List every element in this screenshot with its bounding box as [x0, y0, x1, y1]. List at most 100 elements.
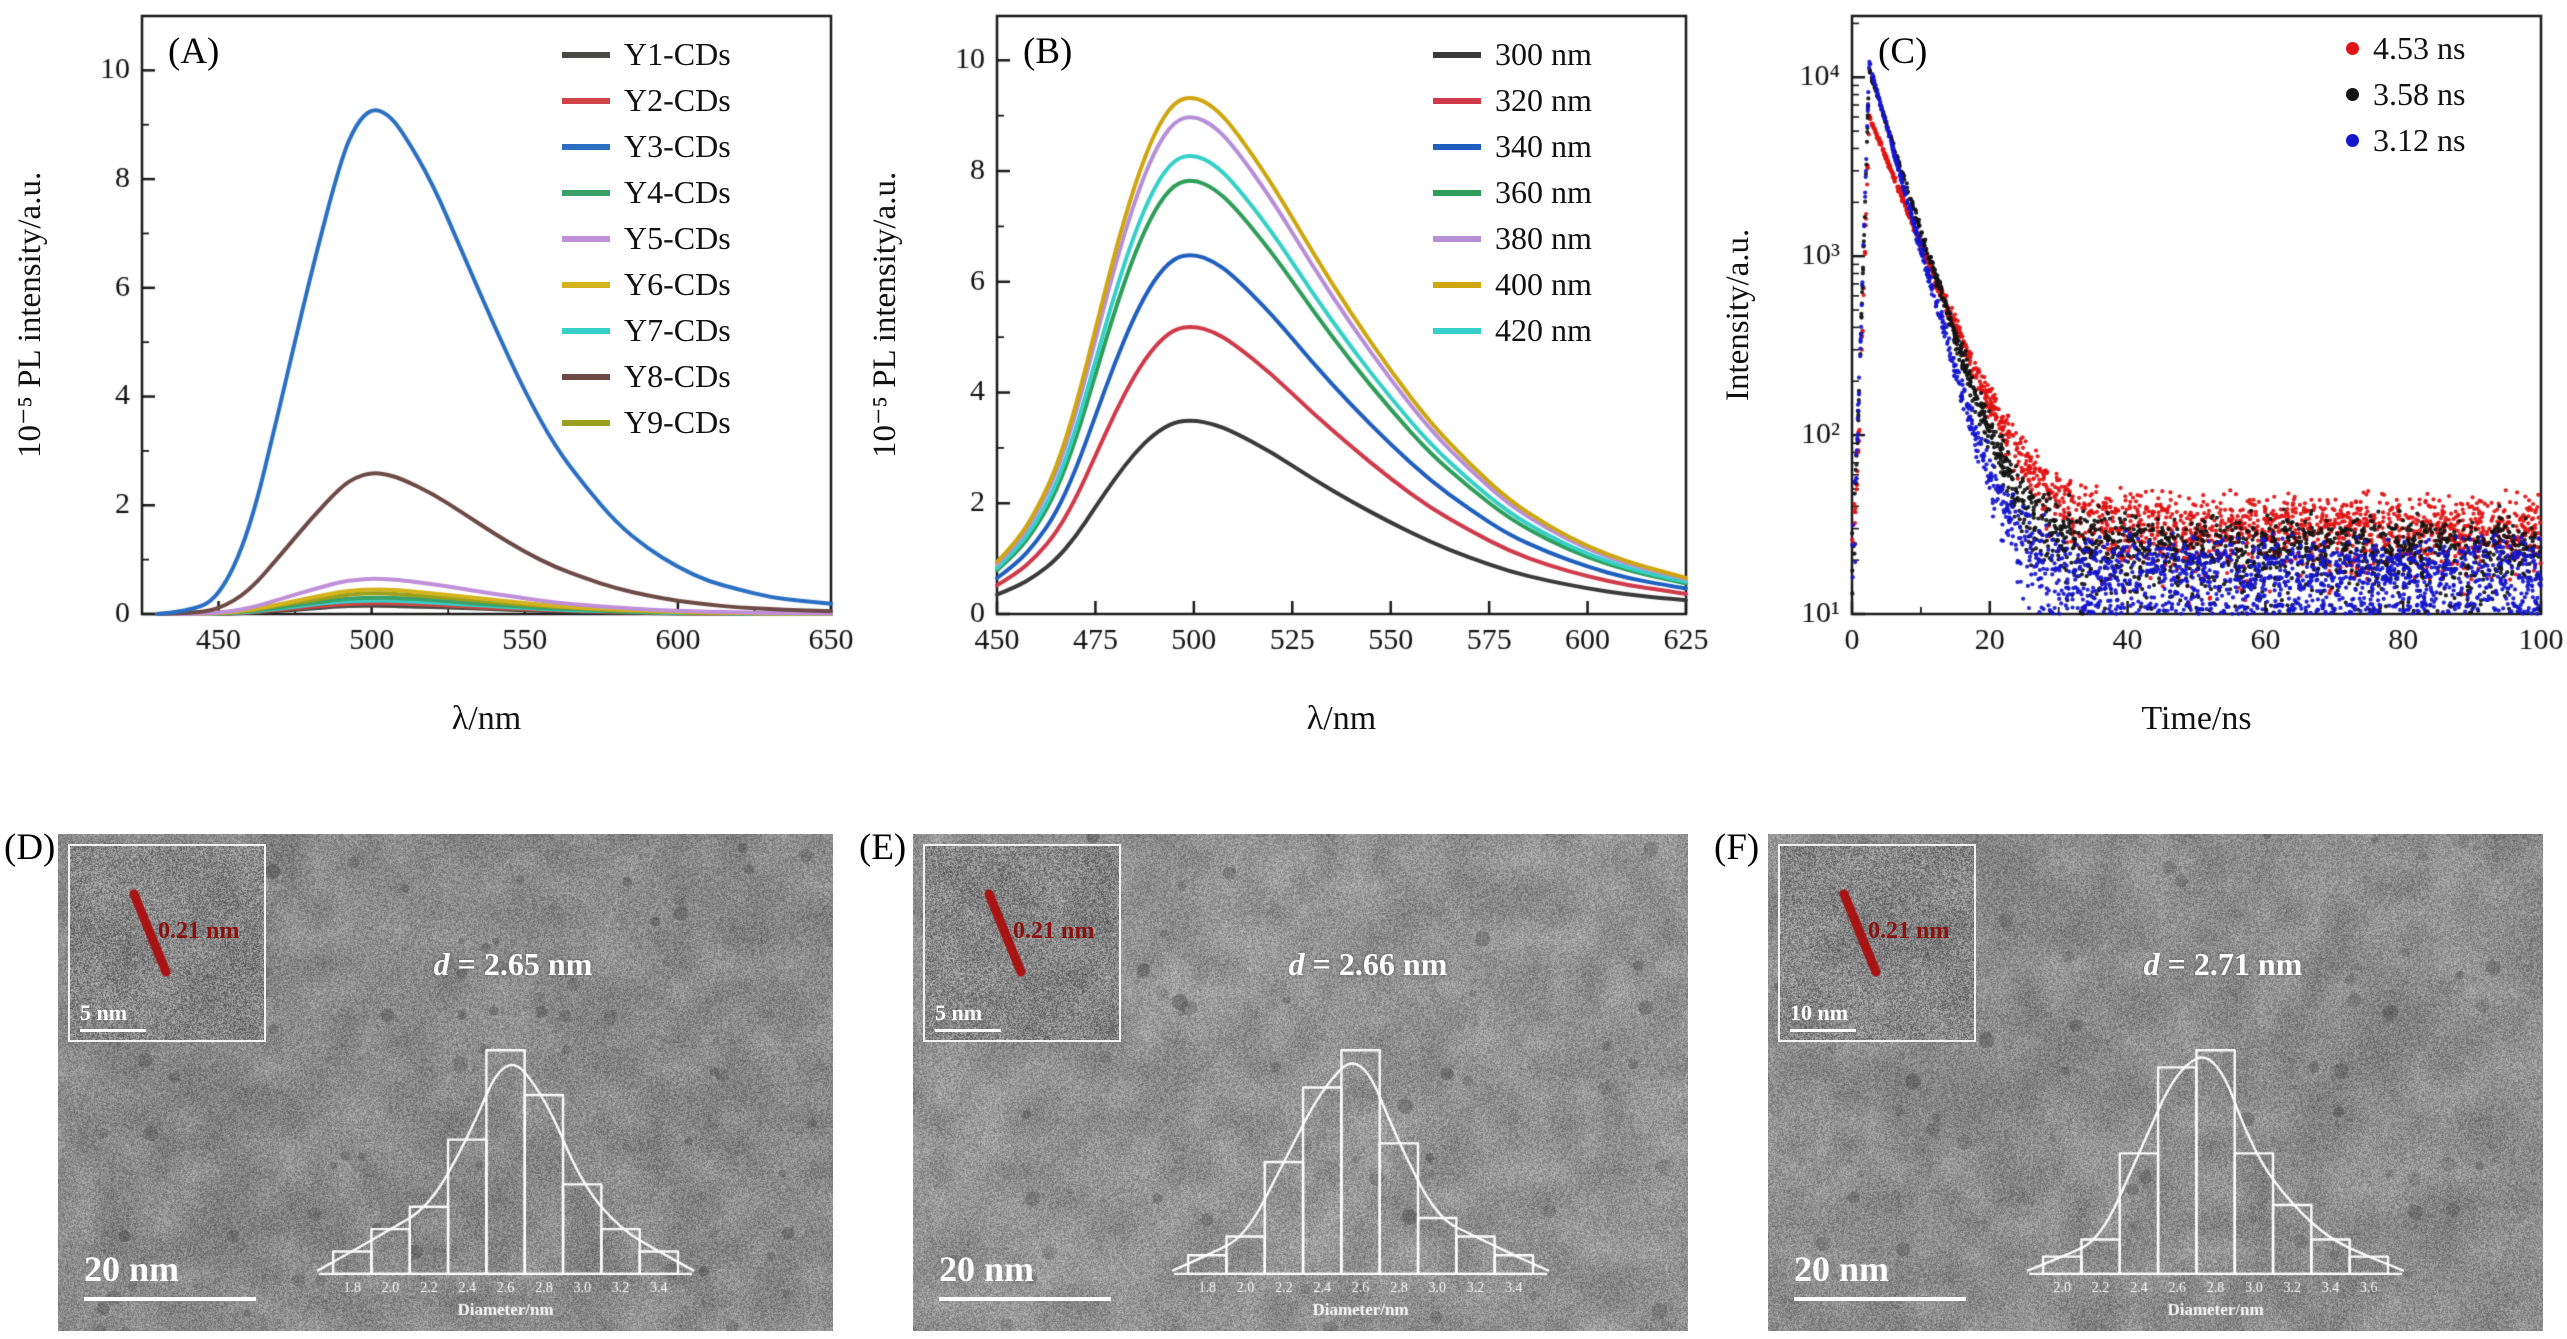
chart-A-x-axis-label: λ/nm	[451, 700, 522, 737]
scale-bar-line	[84, 1297, 256, 1301]
legend-label: Y6-CDs	[624, 266, 731, 302]
chart-C-legend: 4.53 ns 3.58 ns 3.12 ns	[2346, 30, 2465, 159]
legend-item-3.58-ns: 3.58 ns	[2346, 76, 2465, 113]
scale-bar-label: 20 nm	[84, 1249, 180, 1289]
legend-label: Y3-CDs	[624, 128, 731, 164]
legend-item-300-nm: 300 nm	[1433, 36, 1592, 73]
scale-bar-D: 20 nm	[84, 1248, 256, 1301]
legend-line-swatch	[1433, 235, 1481, 242]
chart-B-legend: 300 nm 320 nm 340 nm 360 nm 380 nm 400 nm 420 …	[1433, 36, 1592, 349]
chart-C-y-axis-label: Intensity/a.u.	[1720, 228, 1756, 402]
inset-scale-bar: 5 nm	[80, 1000, 146, 1032]
legend-item-Y3-CDs: Y3-CDs	[562, 128, 731, 165]
d-symbol: d	[2143, 946, 2160, 982]
legend-item-420-nm: 420 nm	[1433, 312, 1592, 349]
legend-line-swatch	[1433, 281, 1481, 288]
legend-label: 420 nm	[1495, 312, 1592, 348]
panel-F-letter: (F)	[1714, 827, 1760, 868]
inset-scale-bar-line	[935, 1029, 1001, 1032]
scale-bar-line	[939, 1297, 1111, 1301]
hrtem-inset-F: 0.21 nm 10 nm	[1778, 844, 1976, 1042]
legend-label: 340 nm	[1495, 128, 1592, 164]
legend-dot-swatch	[2346, 134, 2359, 147]
chart-C-x-axis-label: Time/ns	[2141, 700, 2252, 737]
legend-line-swatch	[1433, 97, 1481, 104]
legend-item-3.12-ns: 3.12 ns	[2346, 122, 2465, 159]
legend-label: Y2-CDs	[624, 82, 731, 118]
excitation-dependent-chart-B	[855, 0, 1710, 690]
hrtem-inset-image-E	[925, 846, 1119, 1040]
tem-row: (D) 0.21 nm 5 nm 20 nm d = 2.65 nm	[0, 824, 2567, 1339]
legend-label: 360 nm	[1495, 174, 1592, 210]
panel-D-letter: (D)	[4, 827, 56, 868]
inset-scale-bar-line	[1790, 1029, 1856, 1032]
scale-bar-label: 20 nm	[939, 1249, 1035, 1289]
d-value: = 2.71 nm	[2167, 946, 2303, 982]
panel-C: (C) Intensity/a.u. Time/ns 4.53 ns 3.58 n…	[1710, 0, 2565, 800]
legend-label: 3.12 ns	[2373, 122, 2466, 158]
legend-item-Y5-CDs: Y5-CDs	[562, 220, 731, 257]
panel-F: (F) 0.21 nm 10 nm 20 nm d = 2.71 nm	[1710, 824, 2565, 1339]
panel-B: (B) 10⁻⁵ PL intensity/a.u. λ/nm 300 nm 32…	[855, 0, 1710, 800]
chart-B-y-axis-label: 10⁻⁵ PL intensity/a.u.	[867, 171, 903, 459]
tem-image-D: 0.21 nm 5 nm 20 nm d = 2.65 nm	[58, 834, 833, 1331]
legend-line-swatch	[1433, 143, 1481, 150]
legend-item-360-nm: 360 nm	[1433, 174, 1592, 211]
legend-item-Y2-CDs: Y2-CDs	[562, 82, 731, 119]
inset-scale-bar-line	[80, 1029, 146, 1032]
panel-C-letter: (C)	[1878, 31, 1928, 72]
legend-line-swatch	[562, 189, 610, 196]
d-value: = 2.66 nm	[1312, 946, 1448, 982]
inset-scale-label: 5 nm	[80, 1000, 128, 1025]
legend-item-Y6-CDs: Y6-CDs	[562, 266, 731, 303]
panel-D: (D) 0.21 nm 5 nm 20 nm d = 2.65 nm	[0, 824, 855, 1339]
chart-A-y-axis-label: 10⁻⁵ PL intensity/a.u.	[12, 171, 48, 459]
lattice-spacing-label: 0.21 nm	[158, 918, 240, 944]
panel-B-letter: (B)	[1023, 31, 1073, 72]
panel-E: (E) 0.21 nm 5 nm 20 nm d = 2.66 nm	[855, 824, 1710, 1339]
legend-line-swatch	[562, 373, 610, 380]
legend-label: 400 nm	[1495, 266, 1592, 302]
hrtem-inset-D: 0.21 nm 5 nm	[68, 844, 266, 1042]
d-symbol: d	[433, 946, 450, 982]
lifetime-decay-chart-C	[1710, 0, 2565, 690]
legend-line-swatch	[1433, 51, 1481, 58]
tem-image-F: 0.21 nm 10 nm 20 nm d = 2.71 nm	[1768, 834, 2543, 1331]
legend-label: Y9-CDs	[624, 404, 731, 440]
legend-item-340-nm: 340 nm	[1433, 128, 1592, 165]
legend-item-320-nm: 320 nm	[1433, 82, 1592, 119]
legend-line-swatch	[562, 327, 610, 334]
legend-label: Y7-CDs	[624, 312, 731, 348]
panel-E-letter: (E)	[859, 827, 907, 868]
charts-row: (A) 10⁻⁵ PL intensity/a.u. λ/nm Y1-CDs Y2…	[0, 0, 2565, 800]
legend-label: 3.58 ns	[2373, 76, 2466, 112]
inset-scale-label: 5 nm	[935, 1000, 983, 1025]
legend-label: 380 nm	[1495, 220, 1592, 256]
chart-A-legend: Y1-CDs Y2-CDs Y3-CDs Y4-CDs Y5-CDs Y6-CDs Y7-C…	[562, 36, 731, 441]
legend-item-Y4-CDs: Y4-CDs	[562, 174, 731, 211]
legend-line-swatch	[562, 235, 610, 242]
legend-item-Y9-CDs: Y9-CDs	[562, 404, 731, 441]
legend-label: Y8-CDs	[624, 358, 731, 394]
legend-label: 4.53 ns	[2373, 30, 2466, 66]
legend-label: Y4-CDs	[624, 174, 731, 210]
legend-item-Y7-CDs: Y7-CDs	[562, 312, 731, 349]
legend-line-swatch	[562, 281, 610, 288]
legend-line-swatch	[562, 51, 610, 58]
lattice-spacing-label: 0.21 nm	[1013, 918, 1095, 944]
legend-label: 320 nm	[1495, 82, 1592, 118]
legend-item-4.53-ns: 4.53 ns	[2346, 30, 2465, 67]
hrtem-inset-image-F	[1780, 846, 1974, 1040]
legend-line-swatch	[1433, 327, 1481, 334]
tem-image-E: 0.21 nm 5 nm 20 nm d = 2.66 nm	[913, 834, 1688, 1331]
scale-bar-F: 20 nm	[1794, 1248, 1966, 1301]
scale-bar-label: 20 nm	[1794, 1249, 1890, 1289]
legend-line-swatch	[1433, 189, 1481, 196]
mean-diameter-label-D: d = 2.65 nm	[373, 946, 653, 983]
legend-item-380-nm: 380 nm	[1433, 220, 1592, 257]
legend-item-Y8-CDs: Y8-CDs	[562, 358, 731, 395]
inset-scale-bar: 10 nm	[1790, 1000, 1856, 1032]
legend-line-swatch	[562, 419, 610, 426]
hrtem-inset-E: 0.21 nm 5 nm	[923, 844, 1121, 1042]
